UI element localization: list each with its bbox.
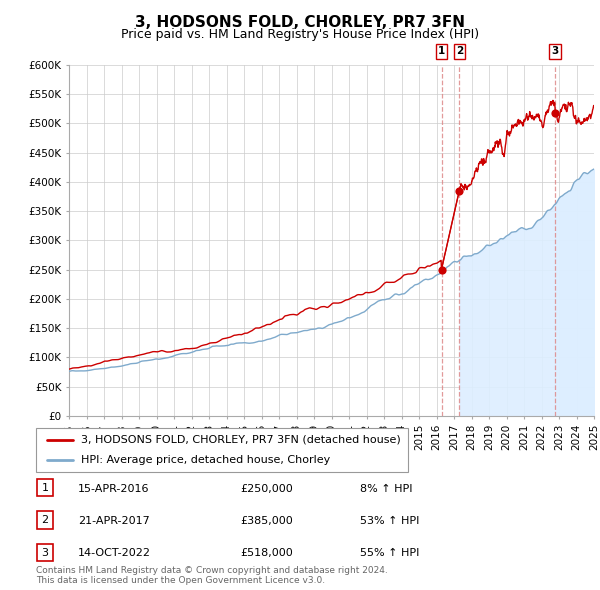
Text: £385,000: £385,000 [240, 516, 293, 526]
Text: 53% ↑ HPI: 53% ↑ HPI [360, 516, 419, 526]
FancyBboxPatch shape [36, 428, 408, 472]
Text: 21-APR-2017: 21-APR-2017 [78, 516, 150, 526]
Text: 1: 1 [438, 47, 445, 56]
Text: 15-APR-2016: 15-APR-2016 [78, 484, 149, 493]
FancyBboxPatch shape [37, 479, 53, 496]
FancyBboxPatch shape [37, 544, 53, 561]
Text: 3, HODSONS FOLD, CHORLEY, PR7 3FN (detached house): 3, HODSONS FOLD, CHORLEY, PR7 3FN (detac… [80, 435, 400, 445]
Point [437, 265, 446, 274]
Text: 8% ↑ HPI: 8% ↑ HPI [360, 484, 413, 493]
Text: Contains HM Land Registry data © Crown copyright and database right 2024.
This d: Contains HM Land Registry data © Crown c… [36, 566, 388, 585]
Text: £518,000: £518,000 [240, 549, 293, 558]
Text: 3: 3 [41, 548, 49, 558]
Text: 3, HODSONS FOLD, CHORLEY, PR7 3FN: 3, HODSONS FOLD, CHORLEY, PR7 3FN [135, 15, 465, 30]
Text: 1: 1 [41, 483, 49, 493]
Point [455, 186, 464, 195]
Text: 2: 2 [456, 47, 463, 56]
Text: Price paid vs. HM Land Registry's House Price Index (HPI): Price paid vs. HM Land Registry's House … [121, 28, 479, 41]
FancyBboxPatch shape [37, 512, 53, 529]
Text: 14-OCT-2022: 14-OCT-2022 [78, 549, 151, 558]
Point [551, 108, 560, 117]
Text: HPI: Average price, detached house, Chorley: HPI: Average price, detached house, Chor… [80, 455, 330, 465]
Text: 3: 3 [551, 47, 559, 56]
Text: 2: 2 [41, 515, 49, 525]
Text: £250,000: £250,000 [240, 484, 293, 493]
Text: 55% ↑ HPI: 55% ↑ HPI [360, 549, 419, 558]
